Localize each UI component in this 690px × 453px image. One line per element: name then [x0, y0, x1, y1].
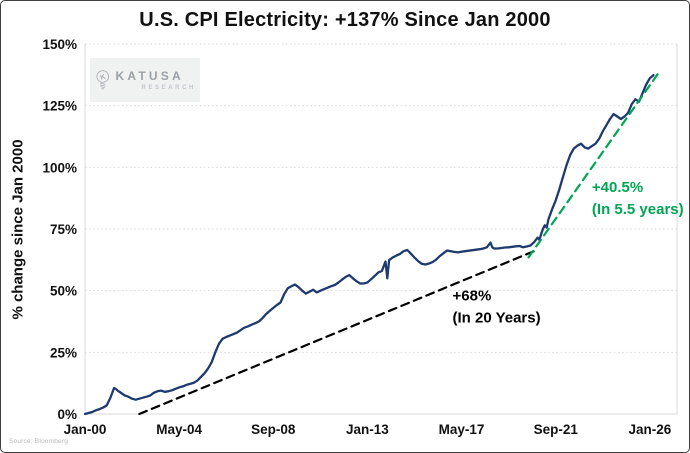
svg-text:K: K	[100, 74, 107, 82]
katusa-research-logo: K KATUSA RESEARCH	[90, 58, 200, 102]
cpi-line	[83, 73, 655, 416]
x-tick-label: Jan-13	[346, 422, 389, 437]
y-tick-label: 0%	[57, 407, 77, 422]
logo-sub-text: RESEARCH	[141, 84, 196, 91]
x-tick-label: May-04	[156, 422, 202, 437]
trend-5y-line	[527, 71, 661, 259]
y-tick-label: 150%	[42, 37, 77, 52]
x-tick-label: Jan-00	[64, 422, 107, 437]
x-tick-label: May-17	[439, 422, 485, 437]
source-note: Source: Bloomberg	[9, 438, 69, 445]
x-tick-label: Sep-21	[534, 422, 579, 437]
annotation-20y: (In 20 Years)	[453, 310, 541, 327]
annotation-5y: (In 5.5 years)	[592, 201, 684, 218]
chart-title: U.S. CPI Electricity: +137% Since Jan 20…	[139, 9, 551, 31]
lightbulb-k-icon: K	[96, 70, 110, 90]
y-tick-label: 125%	[42, 99, 77, 114]
y-tick-label: 50%	[50, 284, 77, 299]
y-tick-label: 75%	[50, 222, 77, 237]
x-tick-label: Jan-26	[628, 422, 671, 437]
logo-brand-text: KATUSA	[115, 68, 184, 83]
annotation-5y: +40.5%	[592, 179, 643, 196]
y-tick-label: 100%	[42, 160, 77, 175]
x-tick-label: Sep-08	[251, 422, 296, 437]
trend-20y-line	[138, 250, 536, 416]
y-tick-label: 25%	[50, 345, 77, 360]
annotation-20y: +68%	[453, 288, 492, 305]
